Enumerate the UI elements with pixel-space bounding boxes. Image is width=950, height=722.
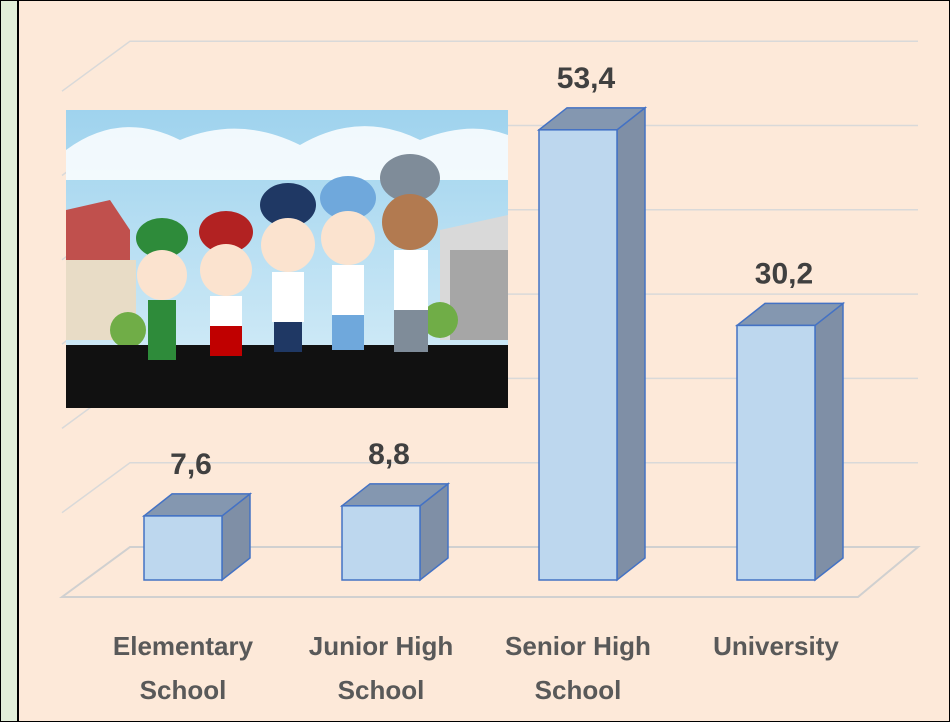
grid-line bbox=[62, 41, 918, 91]
chart: 7,6 8,8 53,4 30,2 bbox=[0, 0, 950, 722]
bar bbox=[539, 130, 617, 580]
x-tick-label: Junior High School bbox=[286, 624, 476, 712]
bar-side bbox=[815, 303, 843, 580]
value-label: 8,8 bbox=[368, 438, 410, 471]
bar bbox=[144, 516, 222, 580]
x-tick-label: Senior High School bbox=[483, 624, 673, 712]
value-label: 7,6 bbox=[170, 448, 212, 481]
page: 7,6 8,8 53,4 30,2 Elementary SchoolJunior H… bbox=[0, 0, 950, 722]
illustration bbox=[66, 110, 508, 408]
x-tick-label: University bbox=[681, 624, 871, 668]
value-label: 53,4 bbox=[557, 62, 616, 95]
bar bbox=[342, 506, 420, 580]
bar-side bbox=[617, 108, 645, 580]
bar bbox=[737, 325, 815, 580]
x-tick-label: Elementary School bbox=[88, 624, 278, 712]
value-label: 30,2 bbox=[755, 257, 813, 290]
